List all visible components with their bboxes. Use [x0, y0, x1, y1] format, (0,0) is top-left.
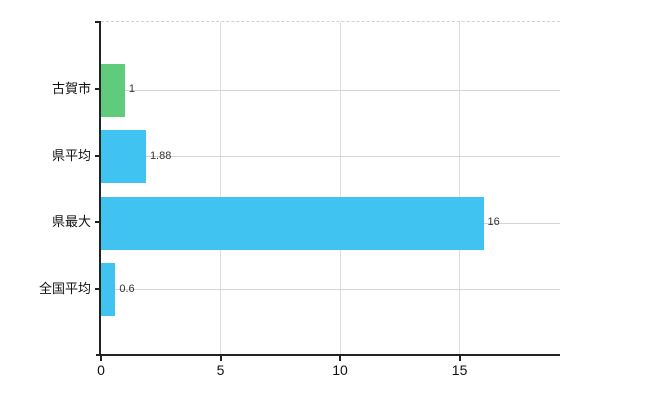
x-tick-label: 0 [97, 362, 105, 378]
bar-value-label: 1 [128, 83, 136, 95]
horizontal-gridline [101, 156, 560, 157]
vertical-gridline [459, 22, 461, 354]
x-tick-label: 15 [451, 362, 468, 378]
x-tick-label: 5 [216, 362, 225, 378]
x-tick-label: 10 [332, 362, 348, 378]
y-tick [95, 154, 101, 157]
x-axis-line [96, 354, 560, 356]
bar-value-label: 0.6 [119, 282, 135, 295]
y-axis-endcap-tick [95, 21, 101, 23]
category-label: 古賀市 [51, 81, 91, 96]
x-tick [219, 356, 222, 361]
horizontal-gridline [101, 89, 560, 91]
bar-value-label: 1.88 [149, 149, 172, 162]
vertical-gridline [339, 22, 341, 354]
vertical-gridline [220, 22, 222, 354]
category-label: 全国平均 [38, 280, 91, 296]
bar [101, 263, 116, 316]
x-tick [458, 356, 461, 361]
bar-value-label: 16 [487, 216, 500, 228]
plot-area [101, 21, 560, 354]
bar [101, 63, 125, 117]
y-tick [95, 221, 101, 223]
horizontal-gridline [101, 289, 560, 290]
bar [101, 196, 484, 250]
y-axis-line [99, 21, 101, 356]
y-tick [95, 88, 101, 90]
x-tick [100, 356, 102, 361]
category-label: 県最大 [51, 214, 91, 229]
y-tick [95, 287, 101, 290]
bar [101, 130, 146, 183]
x-tick [339, 356, 342, 361]
category-label: 県平均 [51, 147, 91, 163]
